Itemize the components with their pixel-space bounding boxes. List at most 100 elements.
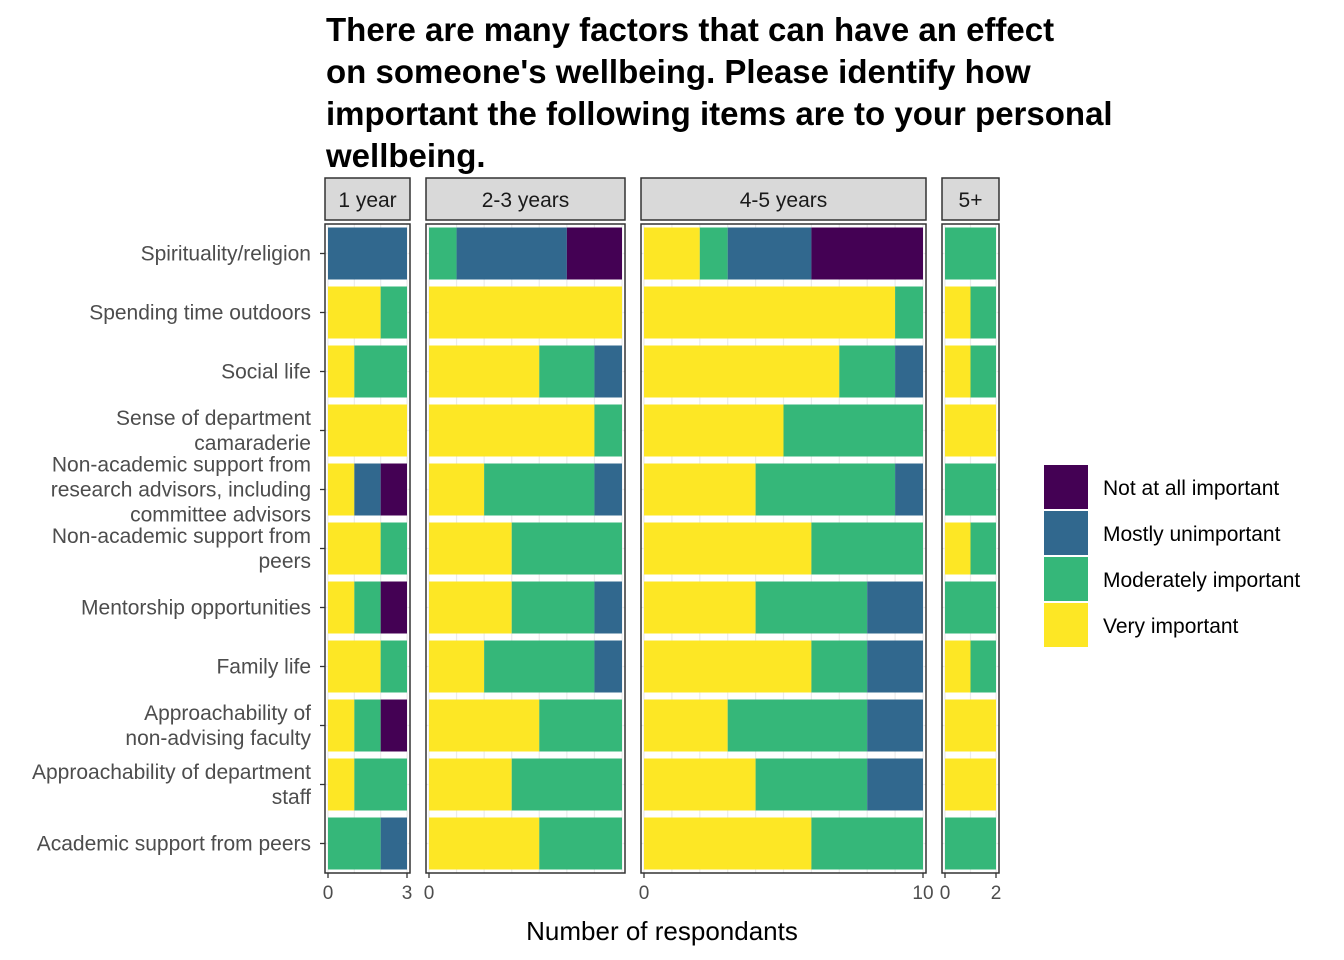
strip-label: 5+ — [959, 189, 983, 212]
bar-very-important — [945, 699, 996, 752]
panel-border — [640, 223, 927, 874]
bar-very-important — [429, 286, 622, 339]
bar-very-important — [644, 463, 756, 516]
x-tick-label: 0 — [323, 883, 334, 904]
bar-mostly-unimportant — [867, 581, 923, 634]
bar-very-important — [644, 699, 728, 752]
panel-border — [425, 223, 626, 874]
strip-background — [941, 177, 1000, 221]
bar-mostly-unimportant — [456, 227, 567, 280]
bar-very-important — [429, 404, 595, 457]
bar-very-important — [644, 345, 840, 398]
bar-moderately-important — [511, 581, 595, 634]
bar-moderately-important — [945, 817, 996, 870]
bar-not-at-all-important — [811, 227, 923, 280]
bar-moderately-important — [945, 581, 996, 634]
category-label: Academic support from peers — [37, 833, 311, 856]
bar-moderately-important — [380, 640, 407, 693]
bar-moderately-important — [970, 345, 996, 398]
category-label: camaraderie — [194, 432, 311, 455]
bar-mostly-unimportant — [354, 463, 381, 516]
bar-very-important — [328, 404, 407, 457]
x-tick-label: 0 — [424, 883, 435, 904]
bar-very-important — [328, 640, 381, 693]
bar-moderately-important — [699, 227, 728, 280]
bar-very-important — [644, 522, 812, 575]
bar-not-at-all-important — [380, 699, 407, 752]
bar-moderately-important — [755, 463, 896, 516]
bar-very-important — [429, 522, 512, 575]
bar-mostly-unimportant — [594, 463, 622, 516]
bar-very-important — [429, 758, 512, 811]
bar-very-important — [429, 817, 540, 870]
bar-moderately-important — [839, 345, 896, 398]
strip-label: 4-5 years — [740, 189, 828, 212]
category-label: staff — [272, 786, 311, 809]
bar-very-important — [429, 345, 540, 398]
bar-very-important — [429, 640, 485, 693]
bar-moderately-important — [895, 286, 923, 339]
legend: Not at all important Mostly unimportant Mo… — [1044, 465, 1300, 647]
bar-moderately-important — [328, 817, 381, 870]
bar-not-at-all-important — [380, 581, 407, 634]
category-axis: Spirituality/religion Spending time outdo… — [32, 243, 325, 856]
bar-moderately-important — [484, 640, 595, 693]
strip-background — [324, 177, 411, 221]
chart-title: There are many factors that can have an … — [325, 11, 1113, 174]
category-label: Social life — [221, 361, 311, 384]
bar-moderately-important — [755, 758, 868, 811]
bar-moderately-important — [945, 463, 996, 516]
bar-moderately-important — [354, 581, 381, 634]
bar-very-important — [644, 286, 896, 339]
bar-moderately-important — [539, 345, 595, 398]
bar-mostly-unimportant — [594, 345, 622, 398]
category-label: Non-academic support from — [52, 525, 311, 548]
panel-2-3-years: 2-3 years 0 — [424, 177, 626, 904]
bar-very-important — [429, 699, 540, 752]
bar-moderately-important — [511, 522, 622, 575]
category-label: Family life — [216, 656, 311, 679]
bar-moderately-important — [380, 286, 407, 339]
bar-very-important — [429, 463, 485, 516]
bar-very-important — [945, 758, 996, 811]
bar-very-important — [644, 227, 700, 280]
bar-very-important — [644, 581, 756, 634]
bar-very-important — [945, 404, 996, 457]
bar-moderately-important — [970, 286, 996, 339]
x-tick-label: 3 — [402, 883, 413, 904]
x-tick-label: 2 — [991, 883, 1002, 904]
category-label: Spending time outdoors — [89, 302, 311, 325]
legend-swatch-mostly-unimportant — [1044, 511, 1088, 555]
bar-very-important — [945, 345, 971, 398]
bar-mostly-unimportant — [727, 227, 812, 280]
bar-mostly-unimportant — [895, 463, 923, 516]
title-line: on someone's wellbeing. Please identify … — [326, 53, 1031, 90]
x-tick-label: 0 — [940, 883, 951, 904]
bar-moderately-important — [811, 640, 868, 693]
bar-moderately-important — [539, 699, 622, 752]
bar-very-important — [945, 286, 971, 339]
title-line: important the following items are to you… — [326, 95, 1113, 132]
bar-mostly-unimportant — [594, 640, 622, 693]
category-label: Non-academic support from — [52, 454, 311, 477]
bar-moderately-important — [783, 404, 923, 457]
bar-very-important — [644, 640, 812, 693]
x-tick-label: 10 — [912, 883, 933, 904]
bar-moderately-important — [380, 522, 407, 575]
bar-very-important — [328, 699, 355, 752]
bar-very-important — [328, 463, 355, 516]
bar-mostly-unimportant — [867, 758, 923, 811]
x-tick-label: 0 — [639, 883, 650, 904]
bar-moderately-important — [970, 522, 996, 575]
bar-moderately-important — [945, 227, 996, 280]
category-label: Approachability of department — [32, 761, 311, 784]
legend-swatch-very-important — [1044, 603, 1088, 647]
bar-very-important — [644, 817, 812, 870]
category-label: Sense of department — [116, 407, 311, 430]
bar-mostly-unimportant — [380, 817, 407, 870]
bar-very-important — [644, 404, 784, 457]
bar-mostly-unimportant — [328, 227, 407, 280]
x-axis-title: Number of respondants — [526, 916, 798, 946]
bar-moderately-important — [354, 699, 381, 752]
